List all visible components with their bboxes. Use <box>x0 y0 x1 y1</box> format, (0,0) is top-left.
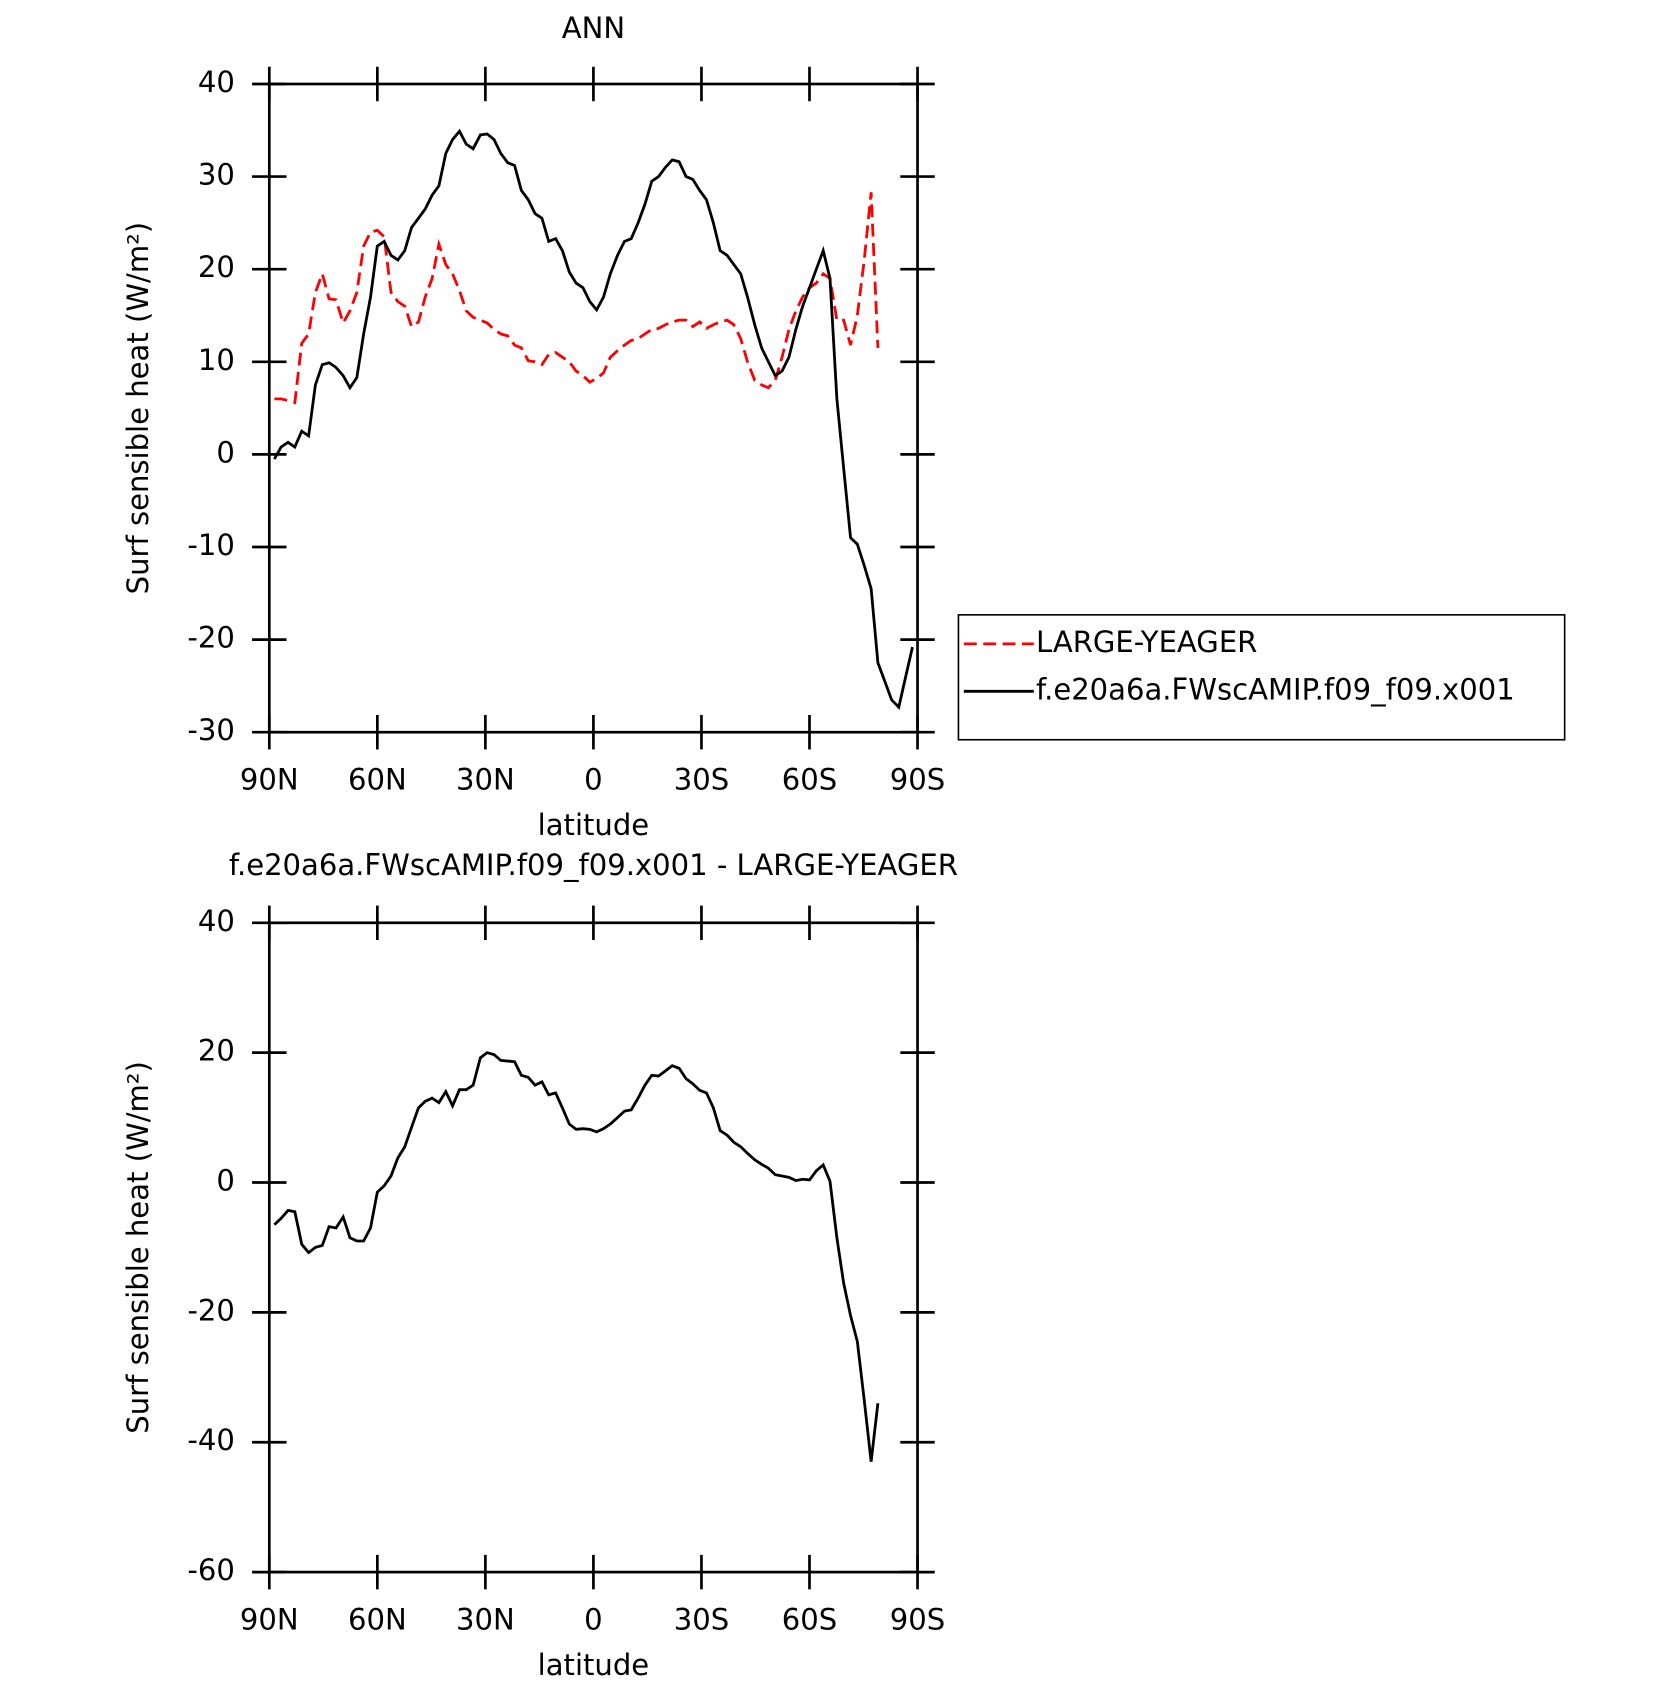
x-axis-label: latitude <box>538 808 650 842</box>
y-tick-label: 0 <box>216 1164 235 1198</box>
x-tick-label: 60S <box>782 1603 837 1637</box>
x-tick-label: 30N <box>456 763 515 797</box>
data-line <box>274 192 880 405</box>
x-tick-label: 0 <box>584 1603 603 1637</box>
y-axis-label: Surf sensible heat (W/m²) <box>121 1061 155 1434</box>
x-tick-label: 60N <box>348 763 407 797</box>
x-tick-label: 90S <box>890 763 945 797</box>
legend-box <box>957 614 1566 741</box>
legend-label: LARGE-YEAGER <box>1036 625 1257 659</box>
y-tick-label: 30 <box>198 158 235 192</box>
chart-title: f.e20a6a.FWscAMIP.f09_f09.x001 - LARGE-Y… <box>229 848 958 882</box>
chart-title: ANN <box>562 11 625 45</box>
x-axis-label: latitude <box>538 1648 650 1682</box>
y-tick-label: -60 <box>187 1553 234 1587</box>
plot-frame <box>267 82 919 734</box>
y-tick-label: 20 <box>198 1034 235 1068</box>
y-tick-label: 20 <box>198 250 235 284</box>
y-tick-label: -10 <box>187 528 234 562</box>
x-tick-label: 60N <box>348 1603 407 1637</box>
y-tick-label: -40 <box>187 1423 234 1457</box>
x-tick-label: 90S <box>890 1603 945 1637</box>
y-tick-label: 0 <box>216 435 235 469</box>
data-line <box>273 1051 880 1462</box>
y-tick-label: 40 <box>198 904 235 938</box>
x-tick-label: 30S <box>674 763 729 797</box>
y-tick-label: 10 <box>198 343 235 377</box>
y-tick-label: -30 <box>187 713 234 747</box>
x-tick-label: 90N <box>240 1603 299 1637</box>
x-tick-label: 30N <box>456 1603 515 1637</box>
plot-frame <box>267 921 919 1574</box>
legend-label: f.e20a6a.FWscAMIP.f09_f09.x001 <box>1036 672 1515 706</box>
x-tick-label: 0 <box>584 763 603 797</box>
data-line <box>273 128 914 711</box>
x-tick-label: 60S <box>782 763 837 797</box>
y-axis-label: Surf sensible heat (W/m²) <box>121 222 155 595</box>
y-tick-label: -20 <box>187 621 234 655</box>
y-tick-label: -20 <box>187 1293 234 1327</box>
y-tick-label: 40 <box>198 65 235 99</box>
x-tick-label: 30S <box>674 1603 729 1637</box>
x-tick-label: 90N <box>240 763 299 797</box>
